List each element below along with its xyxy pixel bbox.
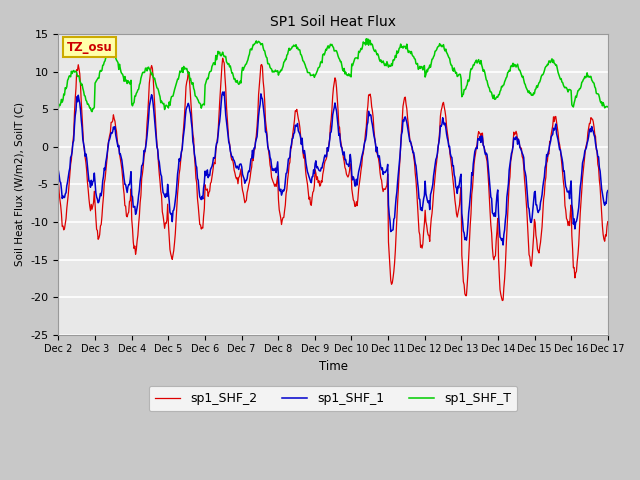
sp1_SHF_T	[604, 104, 612, 110]
Y-axis label: Soil Heat Flux (W/m2), SoilT (C): Soil Heat Flux (W/m2), SoilT (C)	[15, 102, 25, 266]
sp1_SHF_1	[417, 207, 424, 213]
sp1_SHF_1	[206, 173, 214, 179]
Line: sp1_SHF_1: sp1_SHF_1	[58, 92, 608, 245]
sp1_SHF_1	[220, 89, 228, 95]
sp1_SHF_2	[499, 298, 506, 303]
sp1_SHF_T	[88, 109, 96, 115]
sp1_SHF_2	[401, 95, 408, 101]
sp1_SHF_T	[122, 78, 129, 84]
Line: sp1_SHF_2: sp1_SHF_2	[58, 58, 608, 300]
sp1_SHF_2	[65, 191, 72, 197]
sp1_SHF_2	[54, 178, 62, 184]
sp1_SHF_1	[121, 181, 129, 187]
sp1_SHF_2	[206, 188, 214, 194]
sp1_SHF_1	[401, 115, 408, 120]
sp1_SHF_1	[54, 168, 62, 174]
Line: sp1_SHF_T: sp1_SHF_T	[58, 39, 608, 112]
sp1_SHF_T	[177, 68, 185, 74]
sp1_SHF_1	[499, 242, 507, 248]
sp1_SHF_2	[417, 244, 424, 250]
sp1_SHF_2	[219, 55, 227, 61]
sp1_SHF_T	[65, 76, 72, 82]
sp1_SHF_T	[54, 105, 62, 111]
Text: TZ_osu: TZ_osu	[67, 41, 113, 54]
X-axis label: Time: Time	[319, 360, 348, 373]
sp1_SHF_1	[177, 154, 184, 160]
Legend: sp1_SHF_2, sp1_SHF_1, sp1_SHF_T: sp1_SHF_2, sp1_SHF_1, sp1_SHF_T	[148, 386, 518, 411]
sp1_SHF_T	[207, 69, 214, 74]
sp1_SHF_2	[121, 203, 129, 209]
sp1_SHF_2	[177, 158, 184, 164]
sp1_SHF_1	[604, 188, 612, 193]
sp1_SHF_T	[417, 64, 425, 70]
Title: SP1 Soil Heat Flux: SP1 Soil Heat Flux	[270, 15, 396, 29]
sp1_SHF_T	[362, 36, 370, 42]
sp1_SHF_2	[604, 219, 612, 225]
sp1_SHF_1	[65, 174, 72, 180]
sp1_SHF_T	[401, 44, 409, 49]
